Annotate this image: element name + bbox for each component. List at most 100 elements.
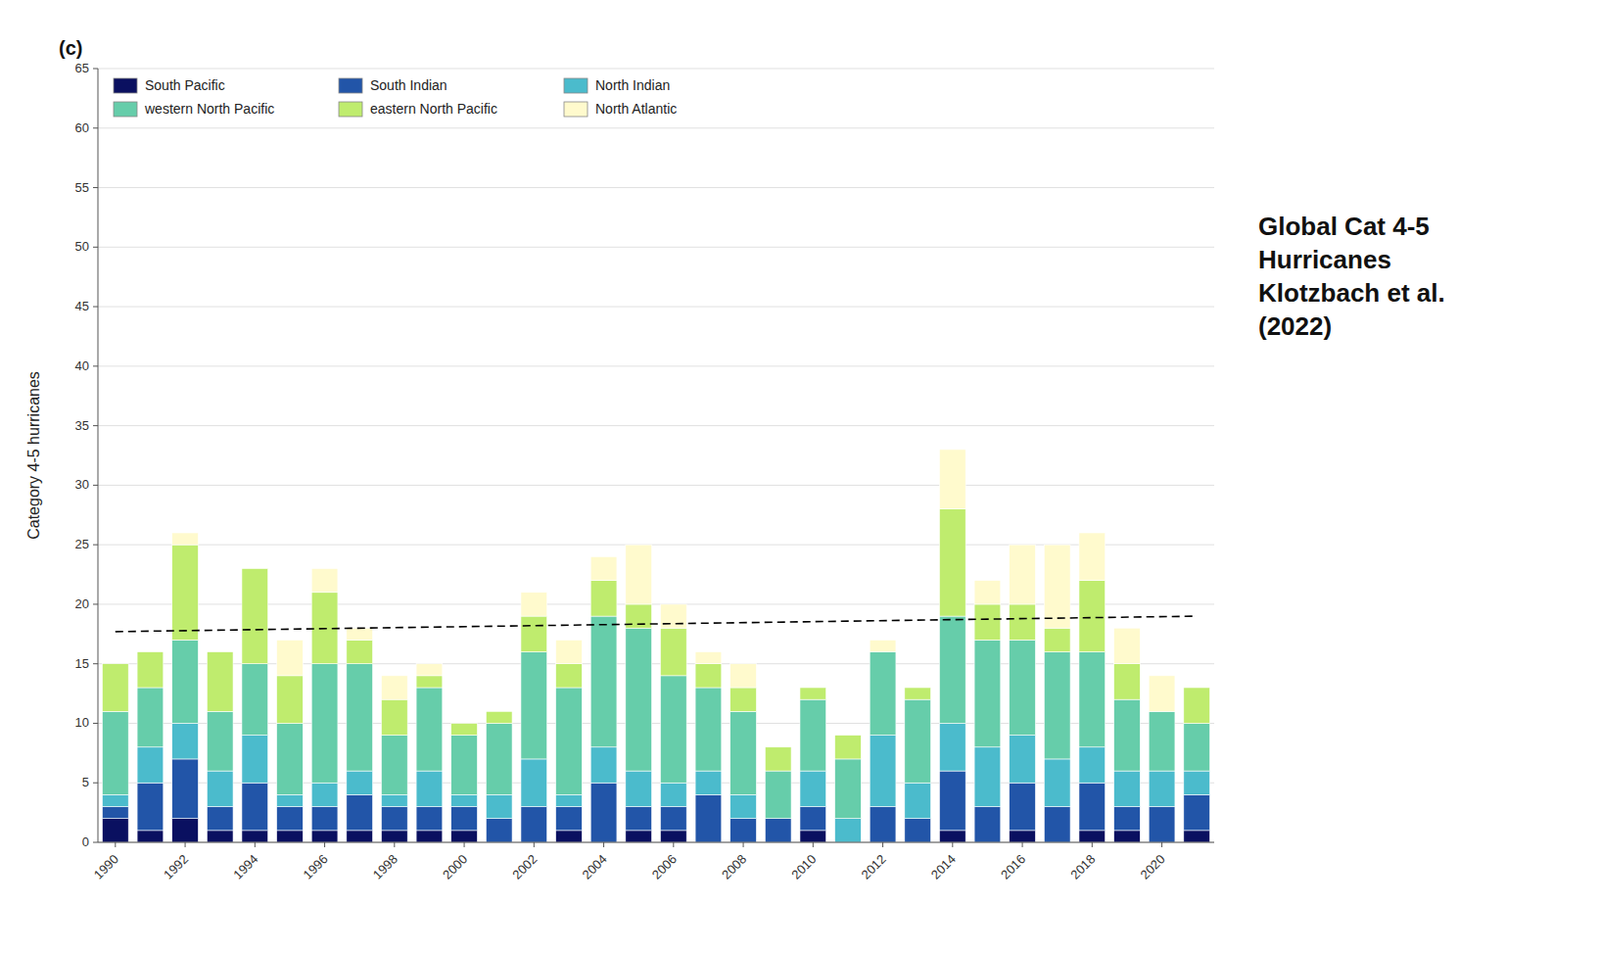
bar-segment [101,662,129,664]
title-line: Global Cat 4-5 [1258,211,1430,241]
legend-swatch [564,78,588,94]
bar-segment [346,770,374,795]
x-tick [672,842,674,848]
bar-segment [520,652,548,759]
bar-segment [1183,794,1211,830]
bar-segment [520,592,548,616]
plot-area [101,449,1210,843]
legend-label: South Indian [370,77,448,94]
bar-segment [939,830,966,843]
bar-segment [904,818,932,843]
bar-segment [974,604,1001,640]
y-tick-label: 10 [75,714,90,730]
x-axis-line [97,842,1215,844]
bar-segment [800,687,827,700]
bar-segment [625,806,653,831]
chart: 0510152025303540455055606519901992199419… [0,0,1600,954]
bar-segment [1079,652,1106,748]
y-tick-label: 0 [82,834,90,849]
bar-segment [1148,806,1176,843]
y-tick-label: 55 [75,180,90,195]
bar-segment [451,735,478,796]
bar-segment [625,830,653,843]
bar-segment [206,651,234,653]
bar-segment [939,770,966,831]
bar-segment [556,639,583,663]
bar-segment [1183,687,1211,723]
bar-segment [695,794,722,843]
bar-segment [137,747,164,783]
bar-segment [835,758,862,819]
bar-segment [485,710,513,712]
bar-segment [520,806,548,843]
bar-segment [556,794,583,806]
bar-segment [869,806,896,843]
bar-segment [241,830,269,843]
bar-segment [800,687,827,689]
bar-segment [1079,782,1106,831]
x-tick [185,842,187,848]
series [172,449,1176,711]
bar-segment [1079,580,1106,653]
y-tick-label: 60 [75,120,90,136]
bar-segment [764,770,792,819]
bar-segment [730,794,757,818]
y-axis-line [97,68,99,843]
bar-segment [939,615,966,723]
y-tick [93,662,98,664]
bar-segment [101,806,129,819]
bar-segment [277,639,304,675]
y-tick [93,544,98,546]
legend-label: North Atlantic [595,100,677,117]
bar-segment [241,663,269,736]
bar-segment [137,782,164,831]
grid-line [97,68,1215,70]
trend-line [115,615,1197,632]
legend-swatch [338,101,363,117]
bar-segment [730,663,757,688]
y-tick [93,424,98,426]
bar-segment [1114,627,1141,663]
y-tick [93,484,98,486]
bar-segment [206,830,234,843]
bar-segment [939,722,966,771]
series [101,722,1210,843]
bar-segment [416,770,443,806]
bar-segment [1183,830,1211,843]
bar-segment [1043,544,1071,628]
x-tick [743,842,745,848]
bar-segment [556,687,583,795]
grid-line [97,842,1215,844]
bar-segment [101,663,129,712]
bar-segment [764,746,792,748]
x-tick-label: 2016 [997,851,1029,883]
bar-segment [1114,806,1141,831]
bar-segment [835,734,862,736]
bar-segment [1009,830,1036,843]
bar-segment [416,663,443,676]
bar-segment [346,663,374,771]
bar-segment [277,675,304,724]
x-tick [1091,842,1093,848]
bar-segment [346,639,374,663]
bar-segment [939,509,966,616]
panel-label: (c) [58,37,83,59]
bar-segment [800,806,827,831]
bar-segment [974,580,1001,605]
title-line: (2022) [1258,311,1332,341]
x-tick-label: 2010 [788,851,819,883]
x-tick [812,842,814,848]
legend-label: North Indian [595,77,670,94]
x-tick-label: 2018 [1067,851,1098,883]
y-tick [93,68,98,70]
bar-segment [241,735,269,784]
x-tick-label: 2002 [509,851,540,883]
grid-line [97,365,1215,367]
bar-segment [590,782,617,843]
bar-segment [730,710,757,795]
bar-segment [137,830,164,843]
x-tick-label: 2008 [718,851,750,883]
y-tick-label: 35 [75,418,90,433]
bar-segment [277,806,304,831]
bar-segment [1043,652,1071,759]
